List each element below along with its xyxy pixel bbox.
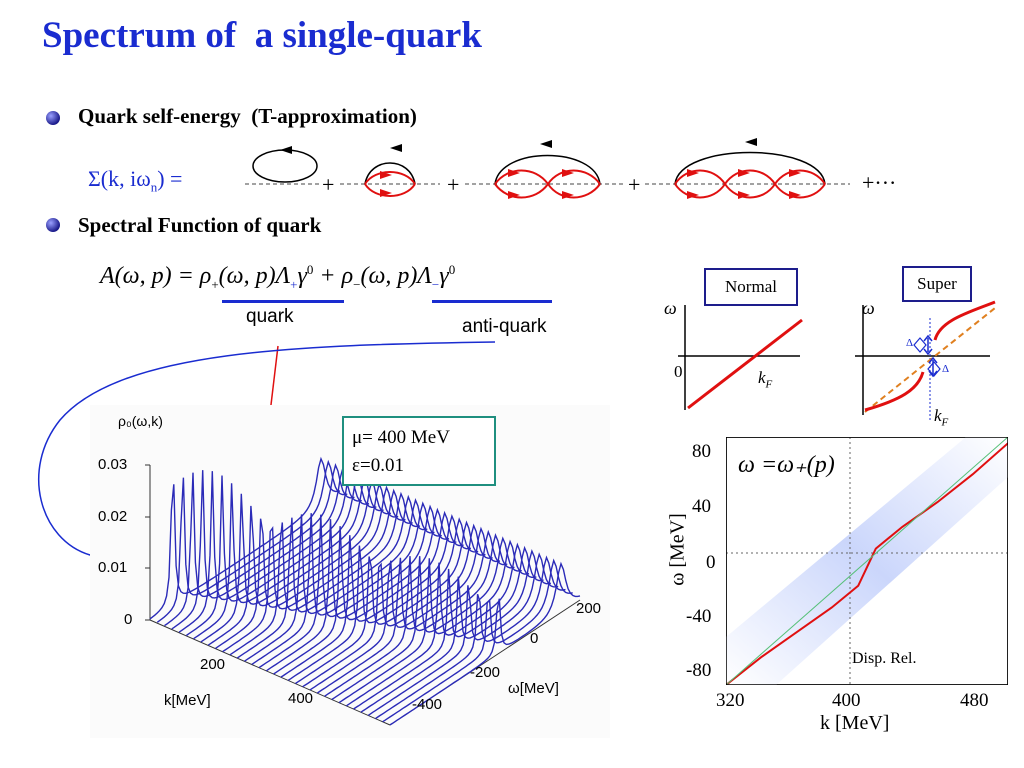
normal-label: Normal <box>704 268 798 306</box>
density-plot <box>726 437 1008 685</box>
spectrum-line <box>331 536 522 701</box>
delta-label-upper: Δ <box>906 337 914 349</box>
density-ylabel: ω [MeV] <box>666 513 689 586</box>
density-xlabel: k [MeV] <box>820 712 890 734</box>
plus-sign-1: + <box>322 172 335 197</box>
diagram-one-loop <box>340 144 440 197</box>
bullet-icon <box>46 111 60 125</box>
ytick-80: 80 <box>692 441 711 462</box>
spectral-formula: A(ω, p) = ρ+(ω, p)Λ+γ0 + ρ−(ω, p)Λ−γ0 <box>100 262 456 292</box>
diagram-tadpole <box>245 146 320 185</box>
density-annotation: Disp. Rel. <box>852 650 917 667</box>
spectrum-line <box>171 466 362 630</box>
super-normal-dispersion <box>864 307 996 413</box>
xtick-400: 400 <box>832 690 861 711</box>
free-dispersion-line <box>726 437 1008 685</box>
label-antiquark: anti-quark <box>462 316 547 337</box>
param-mu: μ= 400 MeV <box>352 427 450 448</box>
super-lower-branch <box>864 371 925 412</box>
normal-dispersion <box>687 318 803 410</box>
spectrum-line <box>360 548 552 713</box>
bullet-self-energy: Quark self-energy (T-approximation) <box>78 104 417 128</box>
plus-sign-2: + <box>447 172 460 197</box>
params-box: μ= 400 MeV ε=0.01 <box>342 416 496 486</box>
ytick-minus40: -40 <box>686 606 712 627</box>
spectrum-line <box>382 558 573 723</box>
spectrum-line <box>229 491 421 656</box>
density-title: ω =ω₊(p) <box>738 452 835 478</box>
normal-super-panels <box>678 300 996 420</box>
ktick-400: 400 <box>288 690 314 707</box>
antiquark-underline <box>432 300 552 303</box>
spectrum-line <box>375 555 566 720</box>
spectrum-line <box>346 542 537 707</box>
spectrum-line <box>200 478 392 643</box>
delta-label-lower: Δ <box>942 363 950 375</box>
spectrum-line <box>302 523 493 688</box>
spectrum-line <box>295 520 486 685</box>
xtick-480: 480 <box>960 690 989 711</box>
ztick-001: 0.01 <box>98 559 128 576</box>
normal-zero-label: 0 <box>674 362 683 381</box>
spectrum-line <box>215 485 406 649</box>
quark-underline <box>222 300 344 303</box>
spectrum-line <box>324 533 515 697</box>
ztick-003: 0.03 <box>98 456 128 473</box>
spectral-3d-plot <box>145 456 581 726</box>
ztick-002: 0.02 <box>98 508 128 525</box>
spectrum-line <box>353 545 544 710</box>
wlabel: ω[MeV] <box>508 680 559 697</box>
dispersion-curve <box>726 442 1008 685</box>
super-kF-label: kF <box>934 406 949 429</box>
slide-title: Spectrum of a single-quark <box>42 15 482 56</box>
wtick-minus200: -200 <box>470 664 501 681</box>
ytick-minus80: -80 <box>686 660 712 681</box>
bullet-spectral: Spectral Function of quark <box>78 213 322 237</box>
sigma-lhs: Σ(k, iωn) = <box>88 166 183 195</box>
ellipsis: +··· <box>862 170 897 195</box>
wtick-minus400: -400 <box>412 696 443 713</box>
klabel: k[MeV] <box>164 692 211 709</box>
spectrum-line <box>338 539 530 704</box>
ktick-200: 200 <box>200 656 226 673</box>
diagram-two-loop <box>465 140 625 199</box>
feynman-diagrams <box>245 138 850 199</box>
spectrum-line <box>156 459 348 623</box>
wtick-0: 0 <box>530 630 539 647</box>
normal-kF-label: kF <box>758 368 773 391</box>
spectrum-line <box>266 507 457 672</box>
plus-sign-3: + <box>628 172 641 197</box>
spectrum-line <box>389 561 581 726</box>
normal-omega-label: ω <box>664 298 677 318</box>
spectrum-line <box>367 552 559 716</box>
spectrum-line <box>287 517 479 681</box>
super-omega-label: ω <box>862 298 875 318</box>
bullet-icon <box>46 218 60 232</box>
spectrum-line <box>316 529 508 694</box>
ytick-0: 0 <box>706 552 716 573</box>
zlabel: ρ₀(ω,k) <box>118 413 163 429</box>
super-upper-branch <box>933 300 996 341</box>
ytick-40: 40 <box>692 496 711 517</box>
spectrum-line <box>185 472 377 637</box>
param-eps: ε=0.01 <box>352 455 404 476</box>
label-quark: quark <box>246 306 294 327</box>
xtick-320: 320 <box>716 690 745 711</box>
super-label: Super <box>902 266 972 302</box>
wtick-200: 200 <box>576 600 602 617</box>
ztick-0: 0 <box>124 611 133 628</box>
diagram-three-loop <box>645 138 850 199</box>
spectrum-line <box>244 498 435 662</box>
spectrum-line <box>280 513 472 678</box>
spectrum-line <box>273 510 464 675</box>
spectrum-line <box>236 494 428 659</box>
